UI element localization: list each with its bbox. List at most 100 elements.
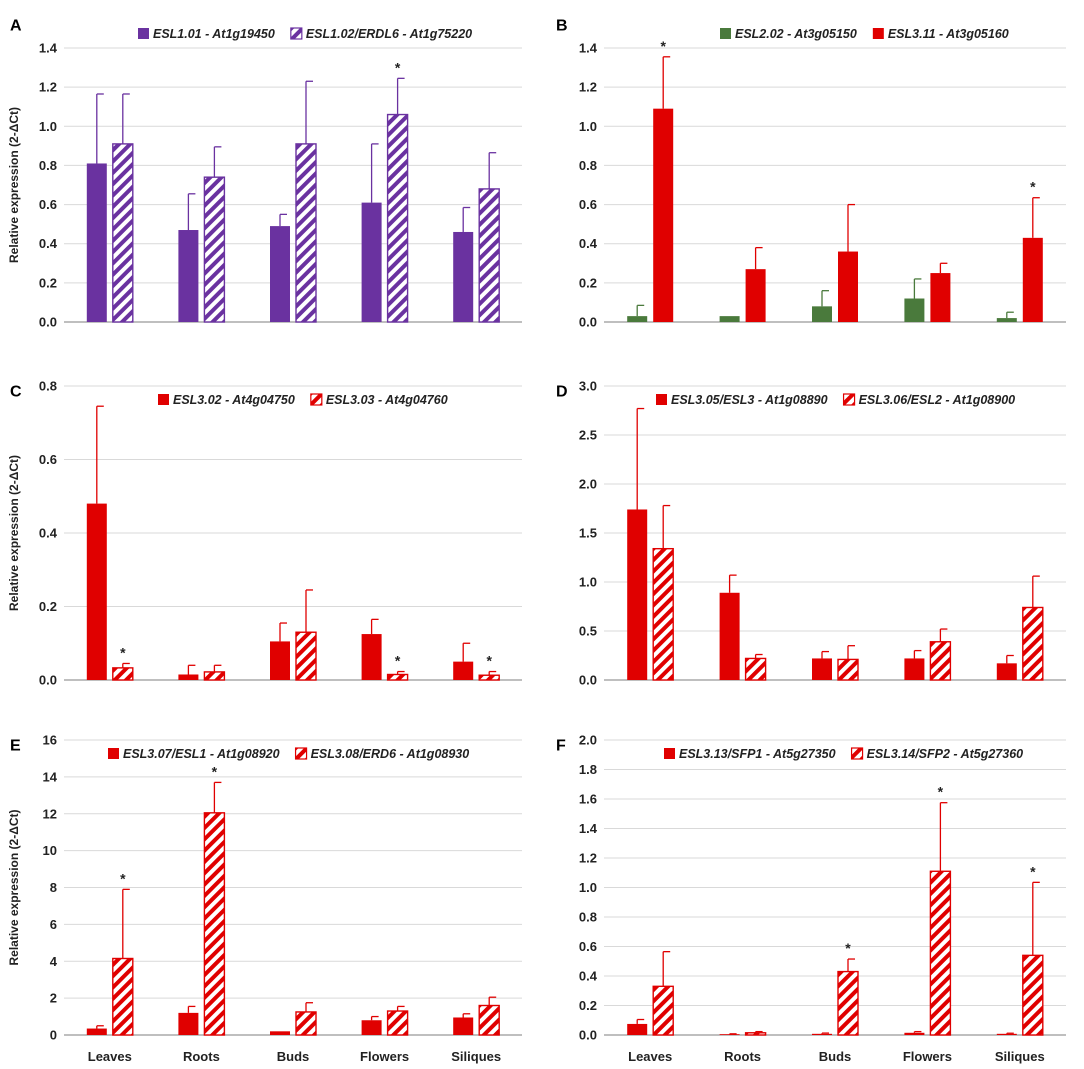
legend-swatch bbox=[720, 28, 731, 39]
bar-group bbox=[270, 1031, 290, 1035]
panel-E: E 0 2 4 6 8 10 12 14 16 Relative expression (2-ΔCt… bbox=[7, 733, 522, 1064]
panel-D: D 0.0 0.5 1.0 1.5 2.0 2.5 3.0 ESL3.05/ESL3 - At1… bbox=[556, 379, 1066, 688]
bar-B-flowers-s2 bbox=[930, 273, 951, 322]
y-tick-label: 2 bbox=[50, 991, 57, 1006]
bar-B-siliques-s2 bbox=[1022, 237, 1043, 322]
panel-label: E bbox=[10, 737, 21, 754]
bar-A-leaves-s2 bbox=[112, 143, 134, 323]
legend-item: ESL3.08/ERD6 - At1g08930 bbox=[294, 747, 469, 761]
bar-B-flowers-s1 bbox=[904, 298, 925, 322]
bar-group bbox=[478, 152, 500, 323]
x-category-label: Flowers bbox=[360, 1049, 409, 1064]
legend-item: ESL3.14/SFP2 - At5g27360 bbox=[850, 747, 1024, 761]
bar-group bbox=[929, 628, 952, 681]
legend-item: ESL3.13/SFP1 - At5g27350 bbox=[664, 747, 836, 761]
y-tick-label: 4 bbox=[50, 954, 58, 969]
bar-group: * bbox=[653, 38, 674, 323]
bar-C-buds-s2 bbox=[295, 631, 317, 681]
y-tick-label: 6 bbox=[50, 917, 57, 932]
y-tick-label: 0.6 bbox=[579, 939, 597, 954]
legend-label: ESL3.14/SFP2 - At5g27360 bbox=[867, 747, 1024, 761]
bar-A-flowers-s2 bbox=[386, 113, 409, 323]
y-tick-label: 1.0 bbox=[39, 119, 57, 134]
y-axis-label: Relative expression (2-ΔCt) bbox=[7, 809, 21, 965]
bar-C-flowers-s1 bbox=[361, 634, 382, 680]
bar-group bbox=[627, 1018, 648, 1035]
y-tick-label: 1.4 bbox=[579, 41, 598, 56]
bar-group: * bbox=[112, 644, 134, 681]
legend-swatch bbox=[850, 747, 864, 760]
y-tick-label: 8 bbox=[50, 880, 57, 895]
y-tick-label: 1.0 bbox=[579, 880, 597, 895]
panel-label: D bbox=[556, 383, 568, 400]
x-category-label: Buds bbox=[277, 1049, 310, 1064]
significance-star: * bbox=[395, 59, 401, 75]
y-tick-label: 0.5 bbox=[579, 624, 597, 639]
panel-label: B bbox=[556, 17, 568, 34]
x-category-label: Roots bbox=[724, 1049, 761, 1064]
bar-group bbox=[295, 589, 317, 681]
significance-star: * bbox=[1030, 863, 1036, 879]
y-tick-label: 0.0 bbox=[579, 315, 597, 330]
legend-item: ESL3.07/ESL1 - At1g08920 bbox=[108, 747, 280, 761]
y-tick-label: 0.2 bbox=[39, 599, 57, 614]
bar-E-flowers-s2 bbox=[386, 1010, 409, 1036]
bar-group: * bbox=[112, 870, 134, 1036]
y-tick-label: 0.2 bbox=[579, 275, 597, 290]
y-tick-label: 0.8 bbox=[39, 158, 57, 173]
bar-group: * bbox=[1022, 179, 1043, 322]
y-tick-label: 0.0 bbox=[39, 315, 57, 330]
bar-group bbox=[1022, 575, 1044, 681]
bar-group bbox=[361, 1015, 382, 1035]
x-category-label: Leaves bbox=[88, 1049, 132, 1064]
significance-star: * bbox=[120, 870, 126, 886]
bar-E-buds-s1 bbox=[270, 1031, 290, 1035]
bar-B-roots-s1 bbox=[719, 316, 740, 322]
bar-group bbox=[627, 304, 648, 322]
bar-group: * bbox=[478, 653, 500, 681]
legend-swatch bbox=[656, 394, 667, 405]
bar-A-siliques-s1 bbox=[453, 231, 474, 322]
bar-group bbox=[812, 290, 832, 322]
bar-group bbox=[178, 1005, 199, 1035]
bar-F-leaves-s1 bbox=[627, 1023, 648, 1035]
y-tick-label: 0 bbox=[50, 1028, 57, 1043]
bar-group bbox=[744, 1030, 767, 1036]
bar-group: * bbox=[386, 653, 409, 681]
bar-C-siliques-s1 bbox=[453, 661, 474, 680]
bar-group bbox=[86, 1025, 107, 1035]
bar-group: * bbox=[203, 763, 226, 1036]
significance-star: * bbox=[212, 763, 218, 779]
significance-star: * bbox=[486, 653, 492, 669]
bar-group bbox=[270, 213, 290, 322]
bar-group bbox=[203, 146, 226, 323]
bar-E-roots-s1 bbox=[178, 1012, 199, 1035]
bar-B-leaves-s1 bbox=[627, 316, 648, 322]
y-tick-label: 1.8 bbox=[579, 762, 597, 777]
bar-C-roots-s2 bbox=[203, 671, 226, 681]
bar-group bbox=[652, 951, 674, 1036]
legend-item: ESL1.01 - At1g19450 bbox=[138, 27, 275, 41]
y-tick-label: 1.0 bbox=[579, 575, 597, 590]
bar-group bbox=[453, 206, 474, 322]
bar-F-roots-s1 bbox=[719, 1034, 740, 1035]
bar-group bbox=[112, 93, 134, 323]
y-tick-label: 1.2 bbox=[579, 80, 597, 95]
bar-A-buds-s2 bbox=[295, 143, 317, 323]
panel-F: F 0.0 0.2 0.4 0.6 0.8 1.0 1.2 1.4 1.6 1.8 2.0 Leaves… bbox=[556, 733, 1066, 1064]
y-tick-label: 0.0 bbox=[39, 673, 57, 688]
bar-group bbox=[904, 278, 925, 322]
bar-D-roots-s1 bbox=[719, 592, 740, 680]
bar-C-flowers-s2 bbox=[386, 673, 409, 681]
panel-label: C bbox=[10, 383, 22, 400]
bar-group bbox=[744, 653, 767, 681]
bar-group bbox=[270, 622, 290, 680]
bar-C-roots-s1 bbox=[178, 674, 199, 680]
y-tick-label: 16 bbox=[43, 733, 57, 748]
bar-group: * bbox=[1022, 863, 1044, 1036]
legend-swatch bbox=[290, 27, 303, 40]
bar-group bbox=[837, 645, 859, 681]
bar-group bbox=[86, 93, 107, 322]
bar-E-flowers-s1 bbox=[361, 1020, 382, 1035]
bar-F-siliques-s2 bbox=[1022, 954, 1044, 1036]
